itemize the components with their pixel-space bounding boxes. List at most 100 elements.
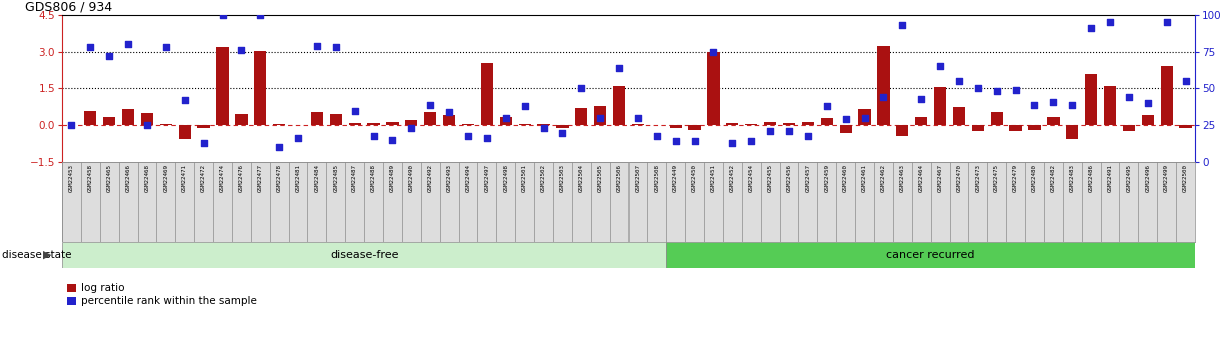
Point bbox=[477, 136, 497, 141]
Text: GSM22499: GSM22499 bbox=[1164, 165, 1170, 193]
Bar bbox=[988, 162, 1006, 242]
Bar bbox=[685, 162, 704, 242]
Text: GSM22490: GSM22490 bbox=[408, 165, 413, 193]
Bar bbox=[138, 162, 156, 242]
Bar bbox=[1085, 74, 1097, 125]
Text: GSM22456: GSM22456 bbox=[786, 165, 792, 193]
Text: GSM22506: GSM22506 bbox=[616, 165, 621, 193]
Bar bbox=[1047, 117, 1059, 125]
Point bbox=[647, 133, 667, 138]
Point bbox=[760, 128, 780, 134]
Text: GSM22504: GSM22504 bbox=[579, 165, 584, 193]
Point bbox=[1063, 102, 1082, 107]
Bar bbox=[405, 120, 417, 125]
Bar bbox=[915, 117, 927, 125]
Text: cancer recurred: cancer recurred bbox=[887, 250, 975, 260]
Point bbox=[855, 115, 875, 121]
Text: GSM22482: GSM22482 bbox=[1050, 165, 1055, 193]
Bar bbox=[669, 125, 681, 128]
Text: GSM22455: GSM22455 bbox=[768, 165, 772, 193]
Bar bbox=[1028, 125, 1041, 130]
Point bbox=[156, 45, 176, 50]
Bar bbox=[251, 162, 269, 242]
Point bbox=[308, 43, 327, 49]
Bar bbox=[519, 124, 531, 125]
Point bbox=[458, 133, 477, 138]
Bar bbox=[1010, 125, 1022, 131]
Bar bbox=[346, 162, 364, 242]
Text: GSM22484: GSM22484 bbox=[315, 165, 320, 193]
Text: GSM22451: GSM22451 bbox=[711, 165, 716, 193]
Point bbox=[1157, 20, 1177, 25]
Text: GSM22453: GSM22453 bbox=[69, 165, 74, 193]
Bar bbox=[156, 162, 176, 242]
Bar bbox=[1103, 86, 1116, 125]
Point bbox=[326, 45, 346, 50]
Text: GSM22497: GSM22497 bbox=[485, 165, 490, 193]
Text: GSM22498: GSM22498 bbox=[503, 165, 508, 193]
Bar bbox=[368, 123, 380, 125]
Text: GSM22470: GSM22470 bbox=[957, 165, 962, 193]
Bar bbox=[1157, 162, 1176, 242]
Text: GSM22462: GSM22462 bbox=[881, 165, 886, 193]
Bar bbox=[707, 52, 720, 125]
Point bbox=[1043, 99, 1063, 105]
Text: GSM22473: GSM22473 bbox=[975, 165, 980, 193]
Point bbox=[1025, 102, 1044, 107]
Bar bbox=[534, 162, 554, 242]
Text: GSM22480: GSM22480 bbox=[1032, 165, 1037, 193]
Point bbox=[439, 109, 459, 115]
Bar bbox=[931, 162, 950, 242]
Text: GSM22468: GSM22468 bbox=[144, 165, 150, 193]
Bar bbox=[554, 162, 572, 242]
Bar bbox=[840, 125, 852, 132]
Bar bbox=[1161, 67, 1173, 125]
Point bbox=[629, 115, 648, 121]
Point bbox=[590, 115, 610, 121]
Point bbox=[1006, 87, 1026, 93]
Bar bbox=[667, 162, 685, 242]
Text: GSM22458: GSM22458 bbox=[87, 165, 92, 193]
Bar bbox=[629, 162, 647, 242]
Bar bbox=[326, 162, 346, 242]
Point bbox=[665, 139, 685, 144]
Bar bbox=[742, 162, 760, 242]
Bar bbox=[255, 50, 267, 125]
Point bbox=[194, 140, 214, 146]
Bar bbox=[572, 162, 590, 242]
Bar bbox=[1081, 162, 1101, 242]
Bar bbox=[972, 125, 984, 131]
Bar bbox=[1141, 115, 1154, 125]
Bar bbox=[213, 162, 232, 242]
Bar bbox=[859, 109, 871, 125]
Bar bbox=[62, 242, 667, 268]
Text: GSM22492: GSM22492 bbox=[428, 165, 433, 193]
Text: GSM22491: GSM22491 bbox=[1107, 165, 1112, 193]
Text: GSM22457: GSM22457 bbox=[806, 165, 811, 193]
Bar bbox=[383, 162, 402, 242]
Bar bbox=[84, 110, 96, 125]
Bar bbox=[689, 125, 701, 130]
Text: GSM22483: GSM22483 bbox=[1070, 165, 1075, 193]
Bar bbox=[198, 125, 210, 128]
Bar bbox=[817, 162, 836, 242]
Point bbox=[968, 86, 988, 91]
Bar bbox=[273, 124, 285, 125]
Text: GSM22481: GSM22481 bbox=[295, 165, 300, 193]
Point bbox=[1138, 100, 1157, 106]
Text: GSM22502: GSM22502 bbox=[541, 165, 546, 193]
Bar bbox=[911, 162, 931, 242]
Bar bbox=[459, 162, 477, 242]
Point bbox=[572, 86, 592, 91]
Text: GSM22475: GSM22475 bbox=[994, 165, 999, 193]
Text: GDS806 / 934: GDS806 / 934 bbox=[25, 1, 112, 14]
Text: GSM22500: GSM22500 bbox=[1183, 165, 1188, 193]
Bar bbox=[836, 162, 855, 242]
Bar bbox=[1066, 125, 1079, 139]
Text: GSM22507: GSM22507 bbox=[636, 165, 641, 193]
Text: GSM22449: GSM22449 bbox=[673, 165, 678, 193]
Point bbox=[930, 64, 950, 69]
Point bbox=[534, 126, 554, 131]
Text: GSM22496: GSM22496 bbox=[1145, 165, 1150, 193]
Bar bbox=[667, 242, 1196, 268]
